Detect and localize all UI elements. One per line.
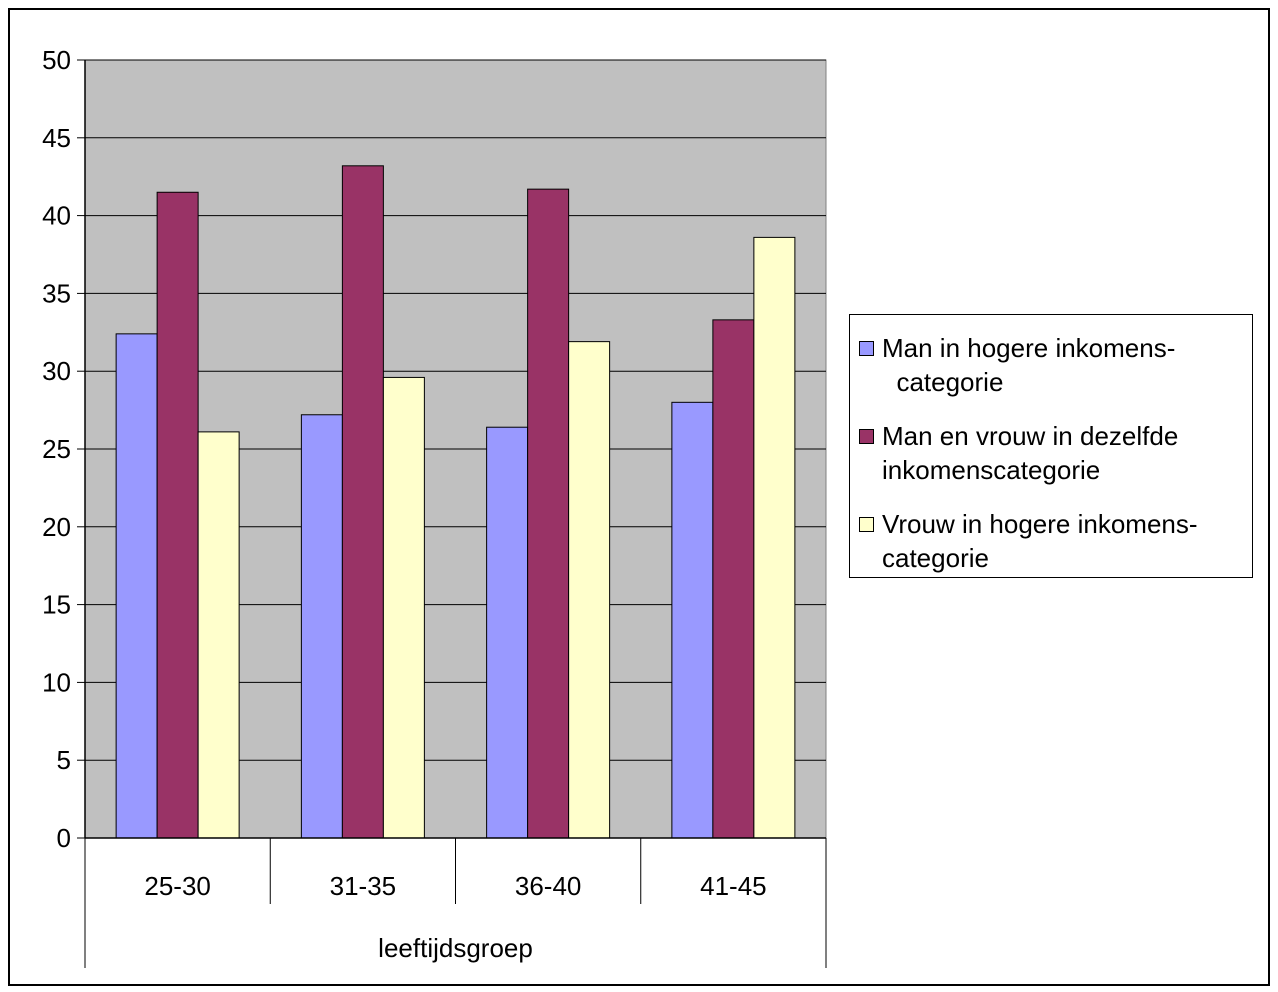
bar-36-40-series-1 (486, 426, 529, 839)
bar-25-30-series-2 (156, 191, 199, 839)
legend-label: Man en vrouw in dezelfde (882, 421, 1179, 451)
bar-25-30-series-1 (115, 333, 158, 839)
legend-swatch (859, 429, 874, 444)
legend-label-cont: categorie (882, 543, 989, 573)
y-axis-ticks: 0 5 10 15 20 25 30 35 40 45 50 (42, 45, 85, 853)
x-axis-title: leeftijdsgroep (378, 933, 533, 963)
y-tick-label: 50 (42, 45, 71, 75)
y-tick-label: 10 (42, 667, 71, 697)
legend-swatch (859, 517, 874, 532)
y-tick-label: 0 (57, 823, 71, 853)
legend: Man in hogere inkomens- categorie Man en… (849, 314, 1253, 578)
bar-31-35-series-1 (300, 414, 343, 839)
y-tick-label: 30 (42, 356, 71, 386)
bar-25-30-series-3 (197, 431, 240, 839)
legend-swatch (859, 341, 874, 356)
legend-label-cont: categorie (882, 367, 1004, 397)
y-tick-label: 35 (42, 278, 71, 308)
x-category-label: 31-35 (330, 871, 397, 901)
bar-31-35-series-3 (382, 376, 425, 839)
y-tick-label: 45 (42, 123, 71, 153)
y-tick-label: 40 (42, 201, 71, 231)
bar-31-35-series-2 (341, 165, 384, 839)
y-tick-label: 20 (42, 512, 71, 542)
y-tick-label: 15 (42, 590, 71, 620)
legend-label-cont: inkomenscategorie (882, 455, 1101, 485)
x-category-label: 36-40 (515, 871, 582, 901)
y-tick-label: 5 (57, 745, 71, 775)
x-category-label: 25-30 (144, 871, 211, 901)
bar-36-40-series-3 (568, 341, 611, 839)
bar-41-45-series-3 (753, 236, 796, 839)
bar-41-45-series-2 (712, 319, 755, 839)
legend-label: Man in hogere inkomens- (882, 333, 1176, 363)
legend-label: Vrouw in hogere inkomens- (882, 509, 1198, 539)
x-category-label: 41-45 (700, 871, 767, 901)
bar-36-40-series-2 (527, 188, 570, 839)
y-tick-label: 25 (42, 434, 71, 464)
bar-41-45-series-1 (671, 401, 714, 839)
x-axis-categories: 25-30 31-35 36-40 41-45 (84, 838, 827, 968)
